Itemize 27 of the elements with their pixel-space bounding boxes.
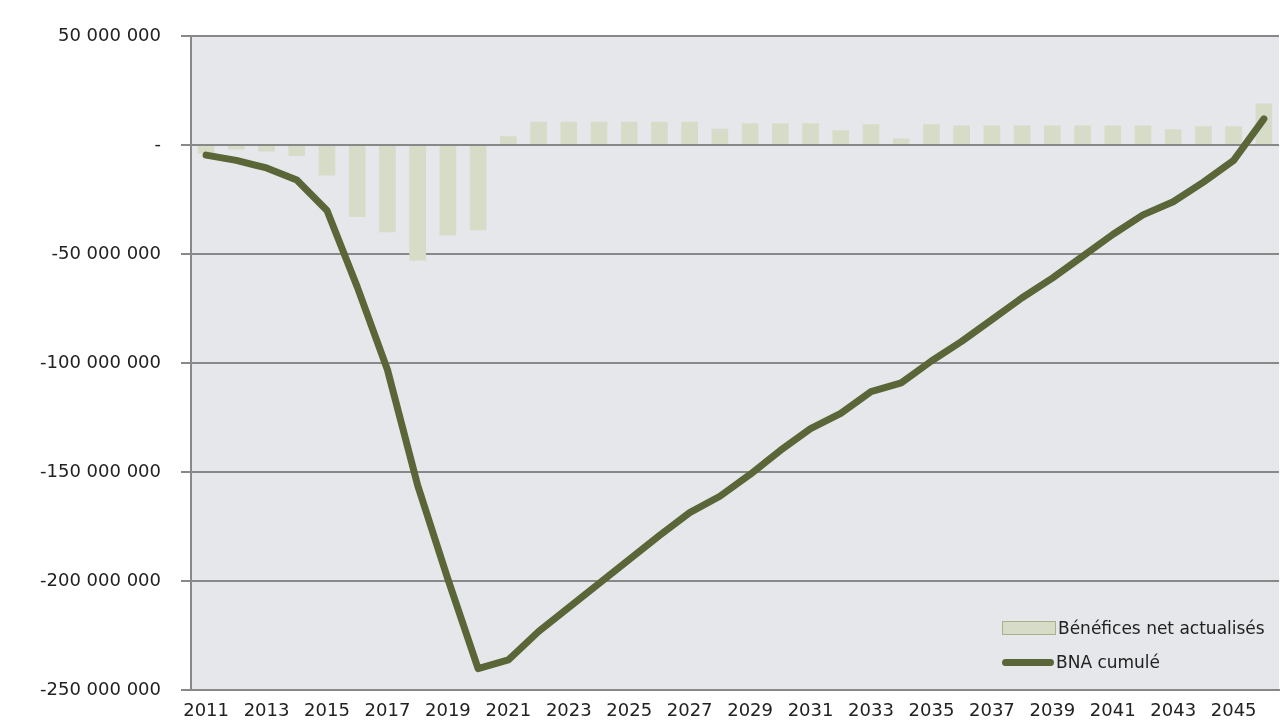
x-tick-label: 2041: [1089, 698, 1136, 720]
x-tick-label: 2013: [243, 698, 290, 720]
x-tick-label: 2021: [485, 698, 532, 720]
x-tick-label: 2025: [606, 698, 653, 720]
x-tick-label: 2037: [968, 698, 1015, 720]
x-tick-label: 2045: [1210, 698, 1257, 720]
x-tick-label: 2029: [727, 698, 774, 720]
x-tick-label: 2017: [364, 698, 411, 720]
y-tick-label: -200 000 000: [39, 569, 162, 591]
x-tick-label: 2011: [183, 698, 230, 720]
y-tick-label: -100 000 000: [39, 350, 162, 372]
x-tick-label: 2039: [1029, 698, 1076, 720]
y-tick-label: -250 000 000: [39, 678, 162, 700]
x-tick-label: 2015: [304, 698, 350, 720]
y-tick-label: -150 000 000: [39, 459, 162, 481]
x-tick-label: 2019: [424, 698, 471, 720]
y-tick-label: -: [154, 132, 162, 154]
legend-label: BNA cumulé: [1056, 652, 1161, 673]
x-tick-label: 2031: [787, 698, 834, 720]
legend-label: Bénéfices net actualisés: [1058, 618, 1265, 639]
y-tick-label: 50 000 000: [57, 23, 162, 45]
x-tick-label: 2043: [1150, 698, 1197, 720]
x-tick-label: 2035: [908, 698, 955, 720]
x-tick-label: 2033: [848, 698, 894, 720]
y-tick-label: -50 000 000: [51, 241, 162, 263]
x-tick-label: 2027: [666, 698, 713, 720]
x-tick-label: 2023: [545, 698, 592, 720]
